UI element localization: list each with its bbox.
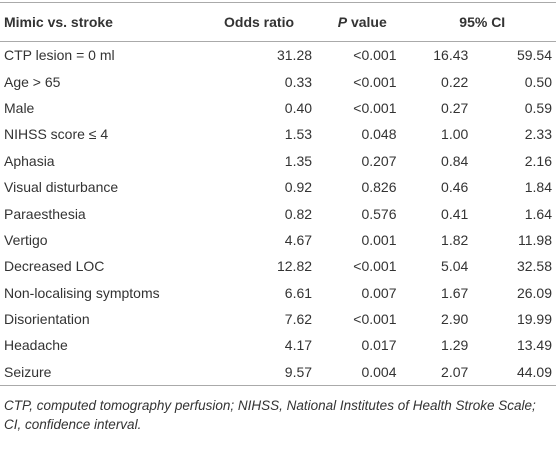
table-cell: 1.64 bbox=[472, 200, 556, 226]
table-cell: 0.59 bbox=[472, 95, 556, 121]
table-cell: 0.001 bbox=[316, 227, 408, 253]
table-cell: 26.09 bbox=[472, 280, 556, 306]
table-cell: 19.99 bbox=[472, 306, 556, 332]
table-cell: Disorientation bbox=[0, 306, 220, 332]
header-cell: P value bbox=[316, 3, 408, 42]
table-cell: Visual disturbance bbox=[0, 174, 220, 200]
table-cell: 44.09 bbox=[472, 359, 556, 386]
table-cell: 0.33 bbox=[220, 68, 316, 94]
table-cell: 0.84 bbox=[409, 148, 473, 174]
table-cell: 0.82 bbox=[220, 200, 316, 226]
table: Mimic vs. stroke Odds ratio P value 95% … bbox=[0, 2, 556, 386]
header-row: Mimic vs. stroke Odds ratio P value 95% … bbox=[0, 3, 556, 42]
table-cell: 0.007 bbox=[316, 280, 408, 306]
table-cell: <0.001 bbox=[316, 68, 408, 94]
table-cell: 0.40 bbox=[220, 95, 316, 121]
table-cell: 0.50 bbox=[472, 68, 556, 94]
table-cell: 0.004 bbox=[316, 359, 408, 386]
table-cell: 0.27 bbox=[409, 95, 473, 121]
table-cell: 2.07 bbox=[409, 359, 473, 386]
table-cell: Non-localising symptoms bbox=[0, 280, 220, 306]
table-cell: 5.04 bbox=[409, 253, 473, 279]
table-cell: 32.58 bbox=[472, 253, 556, 279]
table-cell: 31.28 bbox=[220, 42, 316, 69]
table-cell: 1.82 bbox=[409, 227, 473, 253]
table-cell: <0.001 bbox=[316, 42, 408, 69]
table-cell: Male bbox=[0, 95, 220, 121]
table-cell: 1.35 bbox=[220, 148, 316, 174]
table-cell: 4.67 bbox=[220, 227, 316, 253]
header-cell: Odds ratio bbox=[220, 3, 316, 42]
table-cell: 1.29 bbox=[409, 332, 473, 358]
table-cell: <0.001 bbox=[316, 253, 408, 279]
table-cell: 13.49 bbox=[472, 332, 556, 358]
table-cell: 6.61 bbox=[220, 280, 316, 306]
table-cell: Vertigo bbox=[0, 227, 220, 253]
table-cell: 4.17 bbox=[220, 332, 316, 358]
table-cell: 1.84 bbox=[472, 174, 556, 200]
table-cell: 1.67 bbox=[409, 280, 473, 306]
table-cell: 1.53 bbox=[220, 121, 316, 147]
table-cell: 59.54 bbox=[472, 42, 556, 69]
footnote: CTP, computed tomography perfusion; NIHS… bbox=[0, 386, 556, 434]
table-cell: 0.46 bbox=[409, 174, 473, 200]
table-cell: 2.33 bbox=[472, 121, 556, 147]
table-cell: 0.048 bbox=[316, 121, 408, 147]
table-cell: 0.017 bbox=[316, 332, 408, 358]
table-cell: NIHSS score ≤ 4 bbox=[0, 121, 220, 147]
header-cell: 95% CI bbox=[409, 3, 556, 42]
table-cell: Paraesthesia bbox=[0, 200, 220, 226]
table-cell: Headache bbox=[0, 332, 220, 358]
table-cell: <0.001 bbox=[316, 306, 408, 332]
table-header: Mimic vs. stroke Odds ratio P value 95% … bbox=[0, 3, 556, 42]
table-cell: CTP lesion = 0 ml bbox=[0, 42, 220, 69]
table-cell: 2.16 bbox=[472, 148, 556, 174]
table-cell: Aphasia bbox=[0, 148, 220, 174]
table-cell: <0.001 bbox=[316, 95, 408, 121]
table-cell: 0.576 bbox=[316, 200, 408, 226]
table-cell: 9.57 bbox=[220, 359, 316, 386]
table-cell: 12.82 bbox=[220, 253, 316, 279]
table-cell: 1.00 bbox=[409, 121, 473, 147]
table-cell: 0.92 bbox=[220, 174, 316, 200]
table-cell: 0.22 bbox=[409, 68, 473, 94]
table-cell: 0.41 bbox=[409, 200, 473, 226]
table-cell: Decreased LOC bbox=[0, 253, 220, 279]
table-cell: 0.826 bbox=[316, 174, 408, 200]
table-cell: Seizure bbox=[0, 359, 220, 386]
table-cell: 7.62 bbox=[220, 306, 316, 332]
header-cell: Mimic vs. stroke bbox=[0, 3, 220, 42]
table-cell: 2.90 bbox=[409, 306, 473, 332]
table-cell: 16.43 bbox=[409, 42, 473, 69]
table-cell: 0.207 bbox=[316, 148, 408, 174]
table-cell: 11.98 bbox=[472, 227, 556, 253]
table-cell: Age > 65 bbox=[0, 68, 220, 94]
